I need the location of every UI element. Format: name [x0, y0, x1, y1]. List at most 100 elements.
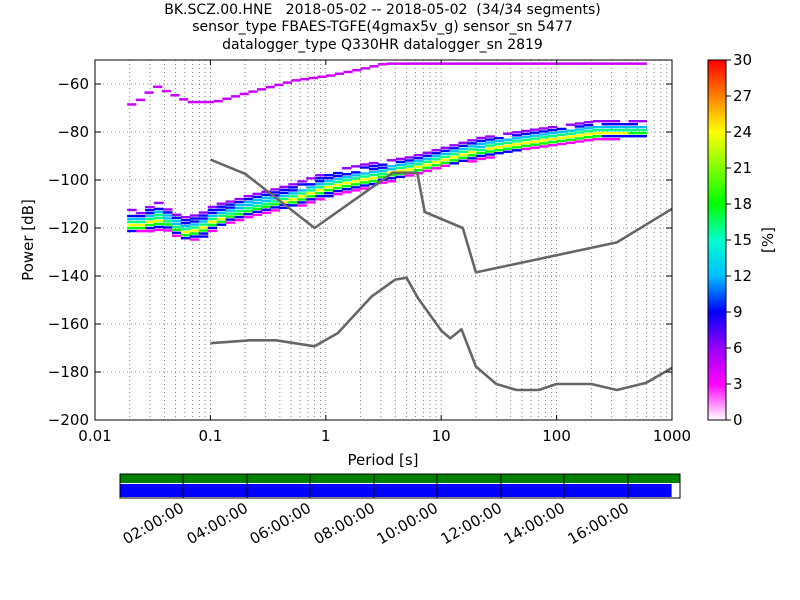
- psd-cell: [225, 212, 236, 215]
- psd-outlier-cell: [404, 62, 414, 65]
- psd-cell: [162, 211, 173, 214]
- psd-cell: [404, 165, 415, 168]
- psd-cell: [637, 126, 647, 129]
- psd-cell: [628, 123, 639, 126]
- psd-cell: [601, 126, 612, 129]
- psd-cell: [180, 234, 191, 237]
- timeline-tick-label: 10:00:00: [374, 499, 441, 548]
- psd-cell: [127, 217, 137, 221]
- psd-cell: [243, 194, 254, 198]
- psd-cell: [180, 237, 191, 240]
- psd-cell: [243, 209, 254, 213]
- psd-cell: [619, 135, 630, 138]
- grid: [95, 60, 672, 420]
- psd-cell: [521, 138, 531, 142]
- psd-cell: [601, 138, 612, 141]
- psd-cell: [145, 226, 155, 230]
- psd-outlier-cell: [447, 62, 457, 65]
- psd-cell: [145, 205, 155, 209]
- psd-outlier-cell: [611, 62, 621, 65]
- psd-cell: [368, 167, 379, 171]
- psd-outlier-cell: [153, 85, 163, 89]
- psd-outlier-cell: [352, 68, 362, 72]
- timeline-tick-label: 14:00:00: [501, 499, 568, 548]
- psd-cell: [136, 223, 146, 227]
- psd-cell: [350, 171, 361, 174]
- psd-cell: [467, 154, 477, 157]
- psd-cell: [449, 144, 460, 147]
- psd-cell: [386, 168, 397, 171]
- psd-cell: [395, 169, 406, 173]
- psd-cell: [270, 203, 280, 206]
- psd-cell: [530, 131, 540, 134]
- psd-cell: [476, 145, 486, 149]
- psd-cell: [162, 214, 173, 217]
- psd-cell: [512, 146, 522, 149]
- psd-outlier-cell: [343, 70, 353, 74]
- psd-cell: [458, 159, 468, 163]
- psd-cell: [180, 216, 191, 219]
- psd-cell: [458, 156, 468, 160]
- psd-outlier-cell: [135, 98, 145, 102]
- psd-cell: [556, 136, 567, 140]
- psd-cell: [136, 229, 146, 233]
- psd-cell: [288, 195, 298, 198]
- psd-cell: [198, 229, 209, 232]
- high-noise-model-line: [209, 158, 673, 274]
- psd-cell: [422, 151, 433, 154]
- psd-cell: [574, 131, 585, 134]
- psd-outlier-cell: [637, 62, 647, 65]
- psd-cell: [350, 186, 361, 189]
- psd-outlier-cell: [386, 62, 396, 65]
- psd-cell: [610, 120, 621, 123]
- psd-cell: [368, 164, 379, 168]
- psd-cell: [270, 194, 280, 197]
- psd-cell: [556, 133, 567, 137]
- psd-cell: [476, 148, 486, 152]
- psd-cell: [171, 228, 182, 231]
- psd-cell: [413, 154, 424, 157]
- psd-outlier-cell: [585, 62, 595, 65]
- psd-cell: [431, 155, 442, 158]
- psd-cell: [315, 180, 325, 183]
- psd-cell: [225, 200, 236, 203]
- psd-cell: [449, 147, 460, 150]
- psd-cell: [395, 175, 406, 179]
- timeline-tick-label: 02:00:00: [120, 499, 187, 548]
- psd-cell: [377, 172, 388, 175]
- psd-cell: [476, 157, 486, 161]
- psd-outlier-cell: [239, 92, 249, 96]
- psd-cell: [171, 213, 182, 216]
- psd-outlier-cell: [516, 62, 526, 65]
- x-tick-label: 100: [542, 427, 571, 445]
- psd-cell: [127, 220, 137, 224]
- psd-cell: [413, 160, 424, 163]
- psd-cell: [306, 198, 316, 201]
- psd-cell: [270, 188, 280, 191]
- psd-cell: [288, 192, 298, 195]
- psd-cell: [180, 228, 191, 231]
- psd-cell: [297, 198, 307, 201]
- psd-cell: [431, 158, 442, 161]
- psd-cell: [234, 206, 245, 210]
- psd-cell: [207, 229, 218, 233]
- psd-cell: [225, 206, 236, 209]
- psd-cell: [171, 231, 182, 234]
- psd-cell: [583, 127, 594, 130]
- psd-cell: [538, 139, 549, 142]
- psd-cell: [315, 192, 325, 195]
- psd-outlier-cell: [559, 62, 570, 65]
- psd-cell: [386, 180, 397, 183]
- psd-cell: [216, 208, 227, 211]
- noise-models: [209, 158, 673, 392]
- timeline-tick-label: 06:00:00: [247, 499, 314, 548]
- y-tick-label: −140: [48, 267, 89, 285]
- psd-cell: [503, 144, 513, 147]
- psd-cell: [252, 192, 263, 196]
- psd-cell: [145, 220, 155, 224]
- psd-cell: [261, 208, 272, 211]
- psd-cell: [395, 166, 406, 170]
- psd-cell: [198, 232, 209, 235]
- psd-cell: [628, 135, 639, 138]
- psd-cell: [315, 174, 325, 177]
